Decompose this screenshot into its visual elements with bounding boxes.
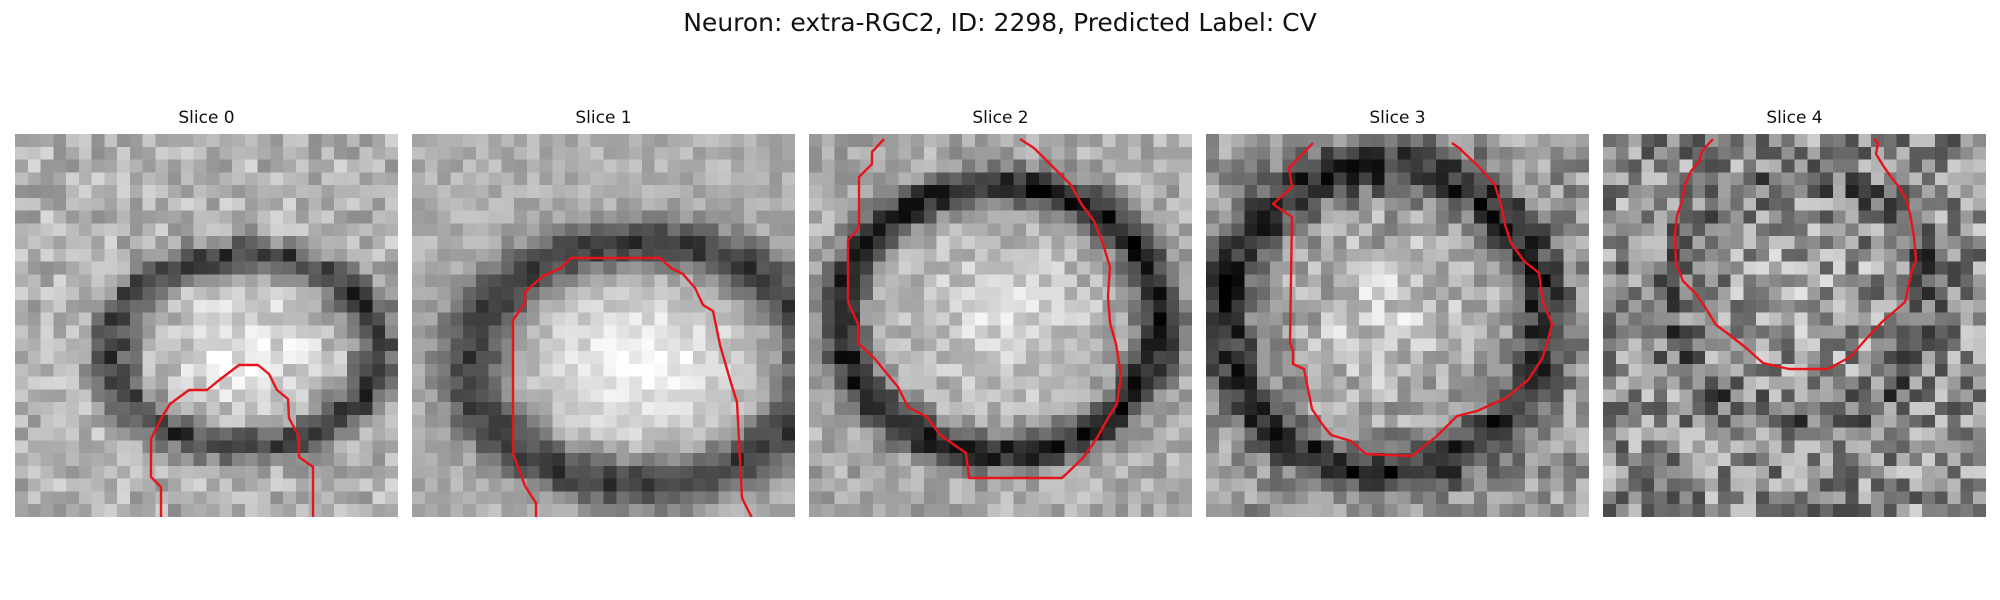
slice-title: Slice 2	[972, 108, 1029, 128]
slice-panel-4: Slice 4	[1603, 108, 1986, 522]
slice-title: Slice 1	[575, 108, 632, 128]
slice-panel-3: Slice 3	[1206, 108, 1589, 522]
slice-title: Slice 4	[1766, 108, 1823, 128]
slice-panel-2: Slice 2	[809, 108, 1192, 522]
slice-2-image	[809, 134, 1192, 517]
slice-0-image	[15, 134, 398, 517]
slice-title: Slice 3	[1369, 108, 1426, 128]
slice-3-image	[1206, 134, 1589, 517]
slice-title: Slice 0	[178, 108, 235, 128]
slice-panel-0: Slice 0	[15, 108, 398, 522]
figure-title: Neuron: extra-RGC2, ID: 2298, Predicted …	[683, 8, 1317, 37]
slice-4-image	[1603, 134, 1986, 517]
slice-1-image	[412, 134, 795, 517]
slice-panel-1: Slice 1	[412, 108, 795, 522]
